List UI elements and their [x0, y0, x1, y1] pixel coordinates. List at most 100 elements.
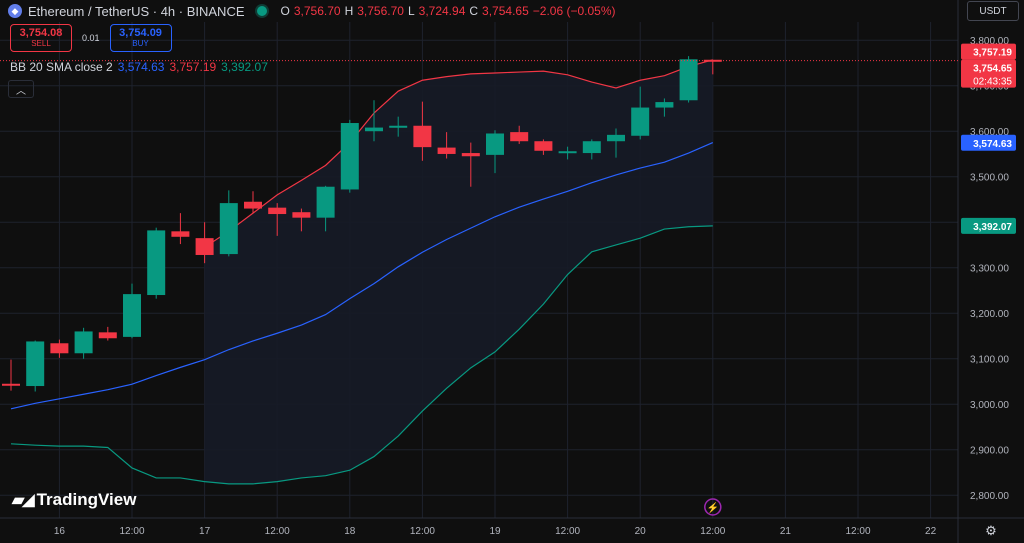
indicator-basis: 3,574.63 — [117, 60, 165, 74]
y-tick-label: 2,900.00 — [970, 446, 1009, 457]
candle-body — [171, 231, 190, 237]
sell-label: SELL — [31, 39, 51, 48]
candle-body — [195, 238, 214, 255]
x-tick-label: 12:00 — [700, 526, 725, 537]
tradingview-logo-icon: ▰◢ — [12, 492, 35, 509]
x-tick-label: 19 — [489, 526, 501, 537]
x-tick-label: 20 — [635, 526, 647, 537]
sell-price: 3,754.08 — [19, 27, 63, 39]
bollinger-legend[interactable]: BB 20 SMA close 2 3,574.63 3,757.19 3,39… — [10, 60, 268, 74]
candle-body — [98, 332, 117, 339]
candle-body — [389, 125, 408, 128]
candle-body — [292, 212, 311, 218]
basis-price-tag: 3,574.63 — [973, 139, 1012, 150]
currency-label: USDT — [979, 5, 1007, 17]
open-label: O — [280, 4, 290, 18]
candle-body — [219, 203, 238, 255]
buy-price: 3,754.09 — [119, 27, 162, 39]
y-tick-label: 2,800.00 — [970, 491, 1009, 502]
candle-body — [679, 59, 698, 101]
candle-body — [534, 141, 553, 151]
candle-body — [437, 147, 456, 154]
y-tick-label: 3,800.00 — [970, 36, 1009, 47]
candle-body — [365, 127, 383, 132]
candle-body — [340, 123, 359, 190]
indicator-upper: 3,757.19 — [169, 60, 217, 74]
sell-button[interactable]: 3,754.08 SELL — [10, 24, 72, 52]
close-value: 3,754.65 — [482, 4, 529, 18]
y-tick-label: 3,600.00 — [970, 127, 1009, 138]
bb-upper-line — [204, 59, 713, 248]
y-tick-label: 3,300.00 — [970, 264, 1009, 275]
candle-body — [631, 107, 650, 136]
x-tick-label: 12:00 — [845, 526, 870, 537]
buy-button[interactable]: 3,754.09 BUY — [109, 24, 172, 52]
collapse-legend-button[interactable]: ︿ — [8, 80, 34, 98]
lower-band-price-tag: 3,392.07 — [973, 222, 1012, 233]
low-value: 3,724.94 — [418, 4, 466, 18]
market-status-icon[interactable] — [256, 6, 267, 16]
candle-body — [510, 132, 529, 142]
candle-body — [582, 141, 601, 154]
buy-label: BUY — [132, 39, 149, 48]
trade-panel: 3,754.08 SELL 0.01 3,754.09 BUY — [10, 24, 172, 52]
candle-body — [607, 134, 625, 142]
bb-basis-line — [10, 142, 714, 410]
indicator-lower: 3,392.07 — [221, 60, 268, 74]
high-value: 3,756.70 — [357, 4, 404, 18]
candle-body — [316, 186, 335, 218]
y-tick-label: 3,500.00 — [970, 173, 1009, 184]
x-tick-label: 16 — [54, 526, 66, 537]
x-tick-label: 22 — [925, 526, 937, 537]
upper-band-price-tag: 3,757.19 — [973, 48, 1012, 59]
candle-body — [50, 343, 69, 354]
last-price-tag: 3,754.65 — [973, 64, 1012, 75]
candle-body — [413, 125, 432, 148]
chevron-up-icon: ︿ — [16, 85, 26, 97]
candle-body — [123, 294, 141, 337]
symbol-header: ◆ Ethereum / TetherUS · 4h · BINANCE O 3,… — [8, 2, 616, 20]
open-value: 3,756.70 — [293, 4, 341, 18]
x-tick-label: 12:00 — [119, 526, 144, 537]
x-tick-label: 12:00 — [555, 526, 580, 537]
candle-body — [244, 201, 262, 209]
candle-body — [461, 153, 480, 157]
y-tick-label: 3,000.00 — [970, 400, 1009, 411]
candle-body — [2, 383, 20, 386]
lower-band-price-tag-bg — [961, 217, 1016, 234]
candle-body — [486, 133, 504, 155]
x-tick-label: 12:00 — [265, 526, 290, 537]
y-tick-label: 3,200.00 — [970, 309, 1009, 320]
spread-value: 0.01 — [82, 33, 100, 43]
last-price-tag-bg — [961, 59, 1016, 88]
ethereum-icon: ◆ — [8, 4, 22, 18]
event-bolt-glyph: ⚡ — [707, 501, 719, 514]
settings-icon[interactable]: ⚙ — [985, 523, 997, 538]
symbol-title[interactable]: Ethereum / TetherUS · 4h · BINANCE — [28, 3, 245, 19]
indicator-name: BB 20 SMA close 2 — [10, 60, 113, 74]
change-value: −2.06 (−0.05%) — [532, 4, 616, 18]
candle-body — [147, 230, 166, 296]
candle-body — [558, 151, 577, 154]
high-label: H — [344, 4, 354, 18]
x-tick-label: 17 — [199, 526, 211, 537]
ohlc-values: O 3,756.70 H 3,756.70 L 3,724.94 C 3,754.65 … — [281, 4, 616, 18]
band-fill — [204, 59, 713, 484]
tradingview-logo[interactable]: ▰◢ TradingView — [12, 490, 136, 510]
candle-body — [268, 207, 287, 215]
x-tick-label: 18 — [344, 526, 356, 537]
upper-band-price-tag-bg — [961, 43, 1016, 60]
candle-countdown: 02:43:35 — [973, 77, 1012, 88]
event-bolt-icon — [704, 498, 722, 516]
currency-selector[interactable]: USDT — [967, 1, 1019, 21]
candle-body — [74, 331, 93, 354]
candle-body — [655, 102, 674, 108]
basis-price-tag-bg — [961, 134, 1016, 151]
y-tick-label: 3,100.00 — [970, 355, 1009, 366]
low-label: L — [407, 4, 415, 18]
x-tick-label: 21 — [780, 526, 792, 537]
x-tick-label: 12:00 — [410, 526, 435, 537]
candle-body — [26, 341, 45, 387]
bb-lower-line — [10, 225, 713, 485]
